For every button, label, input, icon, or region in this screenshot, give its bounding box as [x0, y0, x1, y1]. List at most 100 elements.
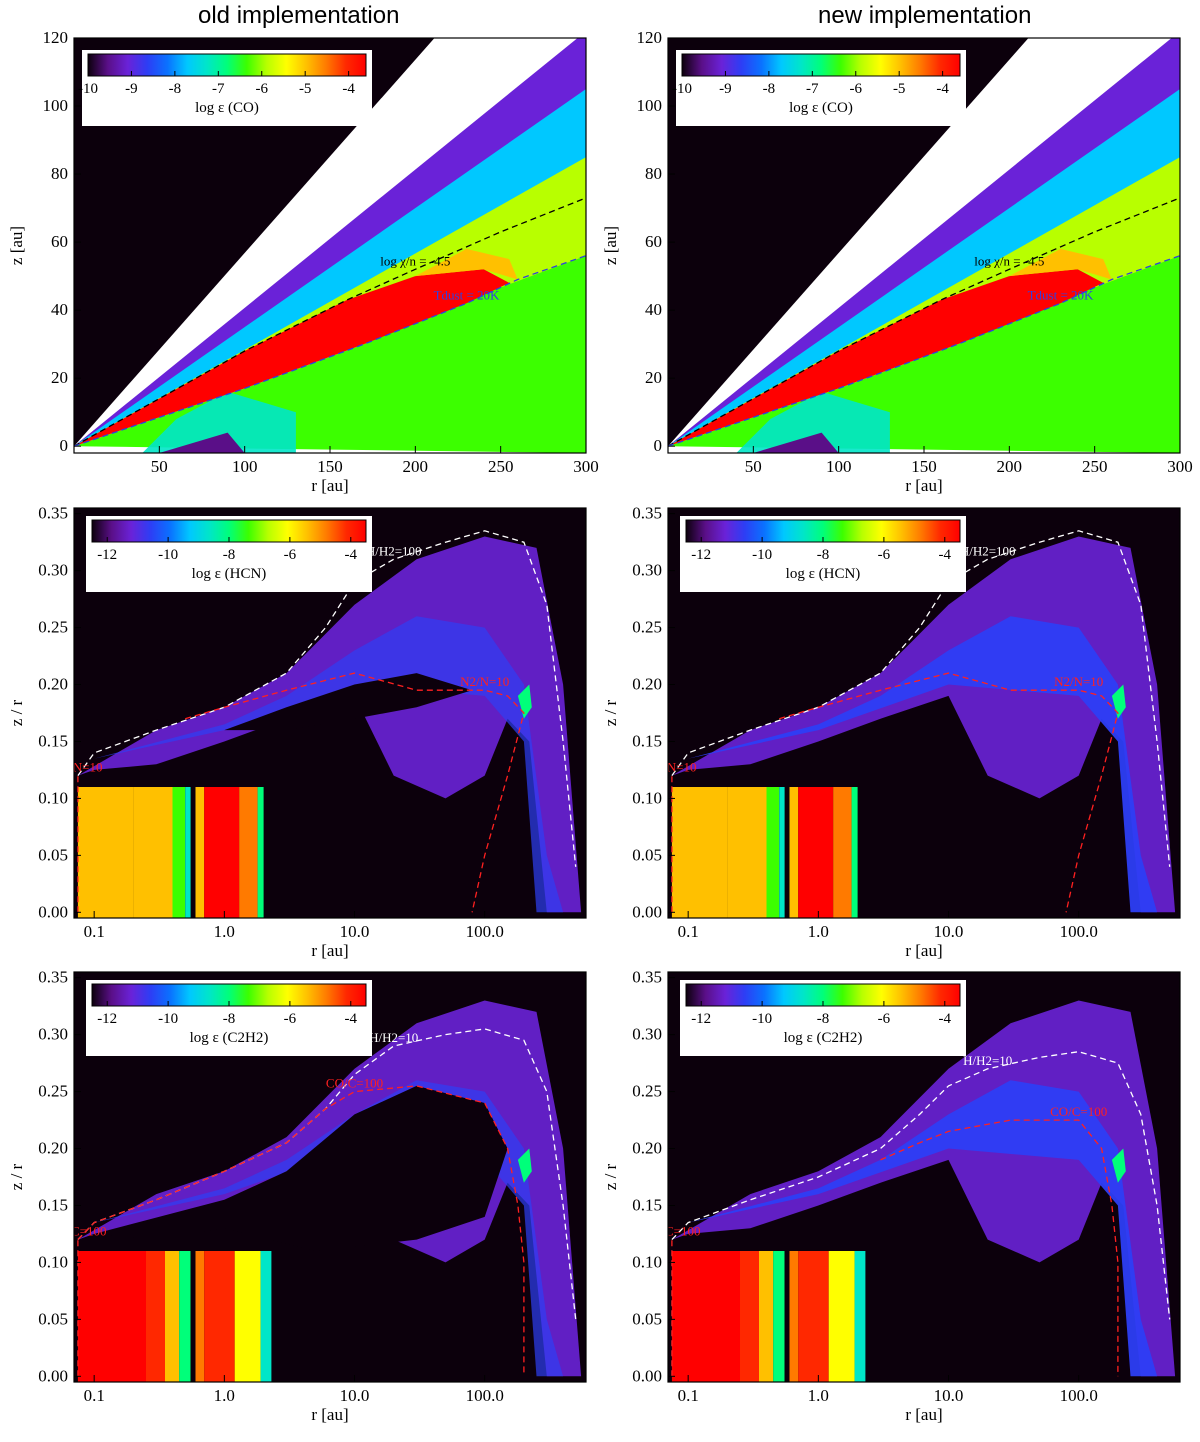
y-tick-label: 120 [637, 28, 663, 47]
x-axis-label: r [au] [905, 1405, 942, 1424]
y-axis-label: z / r [7, 1163, 26, 1190]
colorbar-tick-label: -8 [817, 547, 830, 563]
y-tick-label: 40 [645, 300, 662, 319]
x-axis-label: r [au] [905, 941, 942, 960]
x-tick-label: 100.0 [466, 1386, 504, 1405]
co-edge [415, 248, 518, 280]
contour-line [74, 197, 586, 447]
y-tick-label: 40 [51, 300, 68, 319]
inner-disk-band [195, 1251, 205, 1382]
y-tick-label: 0.10 [632, 1252, 662, 1271]
contour-label: N2/N=10 [1054, 674, 1103, 689]
y-tick-label: 0.05 [38, 1309, 68, 1328]
y-tick-label: 0.20 [38, 1139, 68, 1158]
colorbar-tick-label: -12 [691, 1011, 711, 1027]
inner-disk-band [851, 787, 858, 918]
x-tick-label: 50 [745, 457, 762, 476]
x-tick-label: 1.0 [214, 1386, 235, 1405]
x-axis-label: r [au] [905, 476, 942, 495]
x-tick-label: 100 [826, 457, 852, 476]
colorbar-tick-label: -6 [284, 547, 297, 563]
y-tick-label: 0 [60, 436, 69, 455]
inner-disk-band [77, 1251, 146, 1382]
colorbar-tick-label: -4 [345, 547, 358, 563]
x-tick-label: 1.0 [808, 922, 829, 941]
midplane-dip [753, 432, 839, 453]
axes: 0.1 1.0 10.0 100.0 0.00 0.05 0.10 0.15 0.20 0.25 0… [632, 968, 1098, 1405]
co-rich-layer [668, 269, 1104, 447]
dark-wedge [668, 38, 1029, 447]
x-tick-label: 1.0 [808, 1386, 829, 1405]
y-tick-label: 0.15 [632, 1196, 662, 1215]
x-tick-label: 0.1 [678, 1386, 699, 1405]
y-tick-label: 20 [51, 368, 68, 387]
hotspot [1111, 684, 1126, 719]
inner-disk-band [671, 1251, 740, 1382]
inner-disk-band [185, 787, 191, 918]
inner-disk-band [204, 1251, 235, 1382]
contour-line [668, 255, 1180, 447]
y-tick-label: 0.00 [632, 902, 662, 921]
plot-frame [73, 971, 587, 1383]
colorbar-tick-label: -5 [299, 81, 312, 97]
contour-label: H/H2=100 [960, 543, 1016, 558]
x-tick-label: 10.0 [340, 1386, 370, 1405]
contour-label: H/H2=10 [369, 1030, 418, 1045]
colorbar-tick-label: -9 [719, 81, 732, 97]
colorbar-tick-label: -9 [125, 81, 138, 97]
inner-disk-band [260, 1251, 272, 1382]
hotspot [517, 1148, 532, 1183]
y-tick-label: 100 [43, 96, 69, 115]
colorbar-tick-label: -8 [169, 81, 182, 97]
colorbar-tick-label: -10 [78, 81, 98, 97]
y-tick-label: 0.30 [632, 1025, 662, 1044]
colorbar-tick-label: -8 [223, 547, 236, 563]
y-tick-label: 0 [654, 436, 663, 455]
y-tick-label: 0.10 [38, 1252, 68, 1271]
contour-line [671, 530, 1171, 867]
contour-label: Tdust = 20K [1028, 287, 1094, 302]
x-tick-label: 10.0 [340, 922, 370, 941]
colorbar-tick-label: -10 [752, 547, 772, 563]
y-tick-label: 0.25 [38, 1082, 68, 1101]
colorbar-tick-label: -10 [752, 1011, 772, 1027]
hotspot [1111, 1148, 1126, 1183]
hotspot [517, 684, 532, 719]
y-axis-label: z / r [7, 699, 26, 726]
upper-layer-2 [668, 38, 1180, 447]
contour-line [185, 672, 525, 913]
x-tick-label: 10.0 [934, 922, 964, 941]
colorbar-tick-label: -6 [850, 81, 863, 97]
y-tick-label: 0.15 [38, 732, 68, 751]
colorbar-tick-label: -4 [345, 1011, 358, 1027]
y-tick-label: 100 [637, 96, 663, 115]
midplane-dip [159, 432, 245, 453]
inner-disk-band [798, 787, 834, 918]
colorbar-tick-label: -4 [939, 1011, 952, 1027]
x-tick-label: 50 [151, 457, 168, 476]
y-tick-label: 0.30 [38, 1025, 68, 1044]
y-tick-label: 0.35 [38, 504, 68, 523]
inner-disk-band [740, 1251, 759, 1382]
y-tick-label: 0.20 [632, 675, 662, 694]
y-tick-label: 0.10 [632, 788, 662, 807]
colorbar-label: log ε (HCN) [786, 566, 861, 582]
contour-label: Tdust = 20K [434, 287, 500, 302]
upper-layer-2 [74, 38, 586, 447]
contour-line [880, 1119, 1119, 1377]
contour-label: CO/C=100 [643, 1224, 700, 1239]
y-tick-label: 0.20 [38, 675, 68, 694]
colorbar: -12 -10 -8 -6 -4 log ε (C2H2) [680, 980, 966, 1056]
y-tick-label: 0.15 [38, 1196, 68, 1215]
y-tick-label: 20 [645, 368, 662, 387]
inner-disk-band [204, 787, 240, 918]
x-tick-label: 100.0 [1060, 1386, 1098, 1405]
plot-frame [667, 971, 1181, 1383]
y-axis-label: z [au] [7, 226, 26, 265]
contour-label: log χ/n = -4.5 [974, 253, 1044, 268]
y-tick-label: 0.00 [38, 902, 68, 921]
contour-line [779, 672, 1119, 913]
colorbar-tick-label: -8 [763, 81, 776, 97]
